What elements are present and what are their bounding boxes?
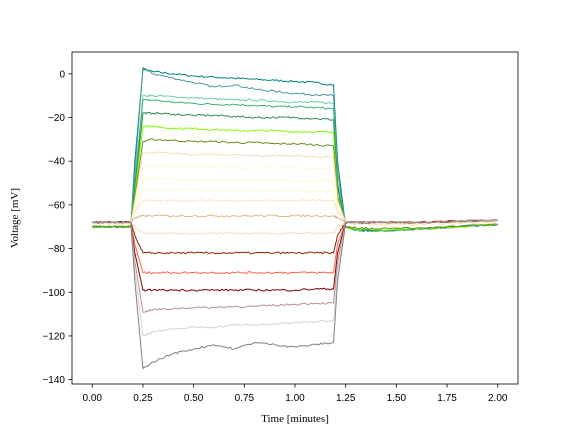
y-tick-label: −80 [48, 244, 65, 255]
x-tick-label: 1.00 [285, 393, 305, 404]
y-tick-label: −40 [48, 157, 65, 168]
series-line-7 [92, 138, 498, 230]
series-line-20 [92, 218, 498, 370]
series-line-6 [92, 124, 498, 232]
series-line-8 [92, 151, 498, 226]
series-line-11 [92, 188, 498, 226]
y-tick-label: −20 [48, 113, 65, 124]
plot-area: 0.00 0.25 0.50 0.75 1.00 1.25 1.50 1.75 2.00 0 −2… [42, 51, 519, 404]
series-group [92, 66, 498, 370]
y-tick-label: −100 [42, 288, 65, 299]
y-tick-label: −140 [42, 375, 65, 386]
x-tick-label: 1.25 [336, 393, 356, 404]
x-tick-label: 1.50 [387, 393, 407, 404]
y-axis-label: Voltage [mV] [9, 188, 21, 248]
x-tick-label: 1.75 [437, 393, 457, 404]
x-tick-label: 0.00 [83, 393, 103, 404]
y-tick-label: 0 [59, 69, 65, 80]
x-axis-ticks: 0.00 0.25 0.50 0.75 1.00 1.25 1.50 1.75 2.00 [83, 384, 508, 404]
y-tick-label: −60 [48, 200, 65, 211]
series-line-5 [92, 111, 498, 232]
x-tick-label: 0.50 [184, 393, 204, 404]
x-axis-label: Time [minutes] [261, 413, 329, 425]
x-tick-label: 2.00 [488, 393, 508, 404]
x-tick-label: 0.75 [235, 393, 255, 404]
x-tick-label: 0.25 [133, 393, 153, 404]
y-axis-ticks: 0 −20 −40 −60 −80 −100 −120 −140 [42, 69, 72, 386]
y-tick-label: −120 [42, 331, 65, 342]
